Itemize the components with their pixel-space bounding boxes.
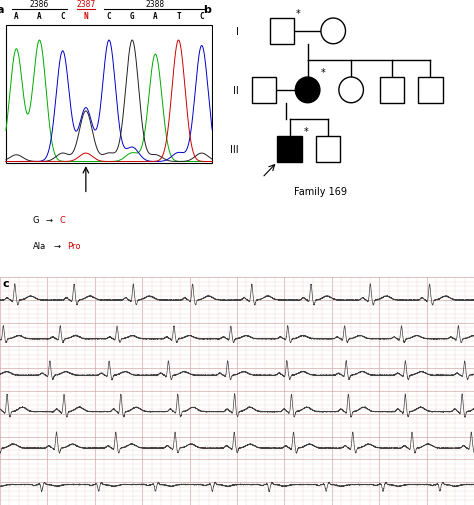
Text: 2386: 2386	[30, 1, 49, 10]
Text: Pro: Pro	[67, 241, 81, 250]
Text: III: III	[230, 144, 238, 155]
Text: C: C	[200, 12, 204, 21]
Text: b: b	[203, 5, 210, 15]
Bar	[6, 26, 212, 164]
Text: II: II	[233, 86, 238, 95]
Bar	[277, 137, 302, 163]
Text: N: N	[83, 12, 88, 21]
Bar	[418, 78, 443, 104]
Bar	[316, 137, 340, 163]
Text: G: G	[130, 12, 135, 21]
Text: 2387: 2387	[76, 1, 95, 10]
Text: A: A	[153, 12, 158, 21]
Bar	[270, 19, 294, 44]
Text: c: c	[2, 279, 9, 289]
Text: →: →	[46, 216, 52, 225]
Text: Family 169: Family 169	[294, 187, 347, 197]
Text: C: C	[59, 216, 65, 225]
Circle shape	[295, 78, 320, 104]
Bar	[252, 78, 276, 104]
Text: I: I	[236, 27, 238, 37]
Bar	[380, 78, 404, 104]
Text: a: a	[0, 5, 4, 15]
Text: *: *	[296, 9, 301, 19]
Text: C: C	[107, 12, 111, 21]
Text: 2388: 2388	[146, 1, 165, 10]
Text: *: *	[303, 127, 308, 137]
Text: A: A	[14, 12, 18, 21]
Circle shape	[321, 19, 346, 44]
Circle shape	[339, 78, 364, 104]
Text: T: T	[176, 12, 181, 21]
Text: C: C	[60, 12, 65, 21]
Text: A: A	[37, 12, 42, 21]
Text: →: →	[54, 241, 60, 250]
Text: Ala: Ala	[33, 241, 46, 250]
Text: *: *	[321, 68, 326, 78]
Text: G: G	[33, 216, 39, 225]
